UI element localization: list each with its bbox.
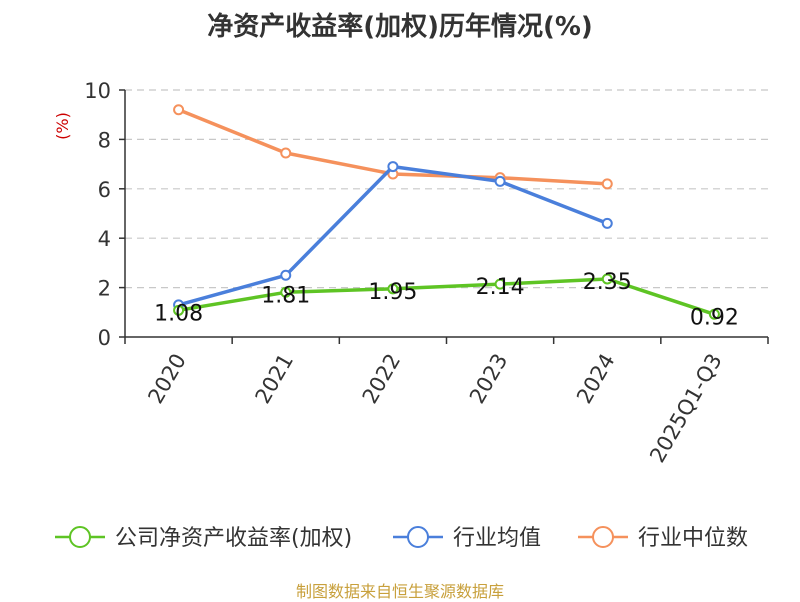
legend-item-0: 公司净资产收益率(加权) bbox=[55, 526, 352, 551]
data-labels: 1.08 1.81 1.95 2.14 2.35 0.92 bbox=[154, 270, 739, 330]
data-point-1-3 bbox=[494, 175, 506, 187]
chart-title: 净资产收益率(加权)历年情况(%) bbox=[207, 12, 593, 42]
data-point-1-1 bbox=[280, 269, 292, 281]
y-tick-label: 0 bbox=[98, 326, 111, 350]
data-label-4: 2.35 bbox=[583, 270, 632, 295]
y-axis-label: (%) bbox=[53, 112, 72, 140]
data-label-0: 1.08 bbox=[154, 301, 203, 326]
legend-swatch-marker bbox=[69, 526, 91, 548]
y-tick-label: 8 bbox=[98, 128, 111, 152]
data-point-0-5 bbox=[708, 308, 720, 320]
data-point-0-4 bbox=[601, 273, 613, 285]
legend-item-2: 行业中位数 bbox=[578, 526, 748, 551]
grid-lines bbox=[125, 89, 768, 289]
legend-label: 行业均值 bbox=[453, 526, 541, 551]
series-layer bbox=[173, 104, 720, 320]
data-label-5: 0.92 bbox=[690, 305, 739, 330]
y-tick-label: 4 bbox=[98, 227, 111, 251]
data-label-1: 1.81 bbox=[261, 283, 310, 308]
legend: 公司净资产收益率(加权) 行业均值 行业中位数 bbox=[55, 526, 748, 551]
data-point-2-1 bbox=[280, 147, 292, 159]
data-point-1-4 bbox=[601, 217, 613, 229]
y-tick-label: 2 bbox=[98, 277, 111, 301]
x-tick-label-2025Q1-Q3: 2025Q1-Q3 bbox=[645, 350, 727, 467]
data-source-note: 制图数据来自恒生聚源数据库 bbox=[295, 582, 504, 601]
data-point-0-3 bbox=[494, 278, 506, 290]
legend-label: 行业中位数 bbox=[638, 526, 748, 551]
data-point-1-2 bbox=[387, 161, 399, 173]
x-tick-label-2022: 2022 bbox=[358, 350, 406, 408]
legend-swatch-marker bbox=[592, 526, 614, 548]
legend-item-1: 行业均值 bbox=[393, 526, 541, 551]
legend-label: 公司净资产收益率(加权) bbox=[115, 526, 352, 551]
data-label-2: 1.95 bbox=[368, 280, 417, 305]
data-point-2-4 bbox=[601, 178, 613, 190]
series-line-0 bbox=[178, 277, 715, 316]
data-point-0-1 bbox=[280, 286, 292, 298]
axes: 0 2 4 6 8 10 (%) 2020 2021 2022 2023 2024 2025Q1-Q3 bbox=[53, 79, 769, 467]
legend-swatch-marker bbox=[407, 526, 429, 548]
y-tick-label: 10 bbox=[84, 79, 111, 103]
x-tick-label-2020: 2020 bbox=[143, 350, 191, 408]
y-tick-label: 6 bbox=[98, 178, 111, 202]
data-point-0-2 bbox=[387, 283, 399, 295]
data-point-0-0 bbox=[173, 304, 185, 316]
x-tick-label-2024: 2024 bbox=[572, 350, 620, 408]
x-tick-label-2023: 2023 bbox=[465, 350, 513, 408]
data-label-3: 2.14 bbox=[476, 275, 525, 300]
data-point-2-0 bbox=[173, 104, 185, 116]
x-tick-label-2021: 2021 bbox=[251, 350, 299, 408]
